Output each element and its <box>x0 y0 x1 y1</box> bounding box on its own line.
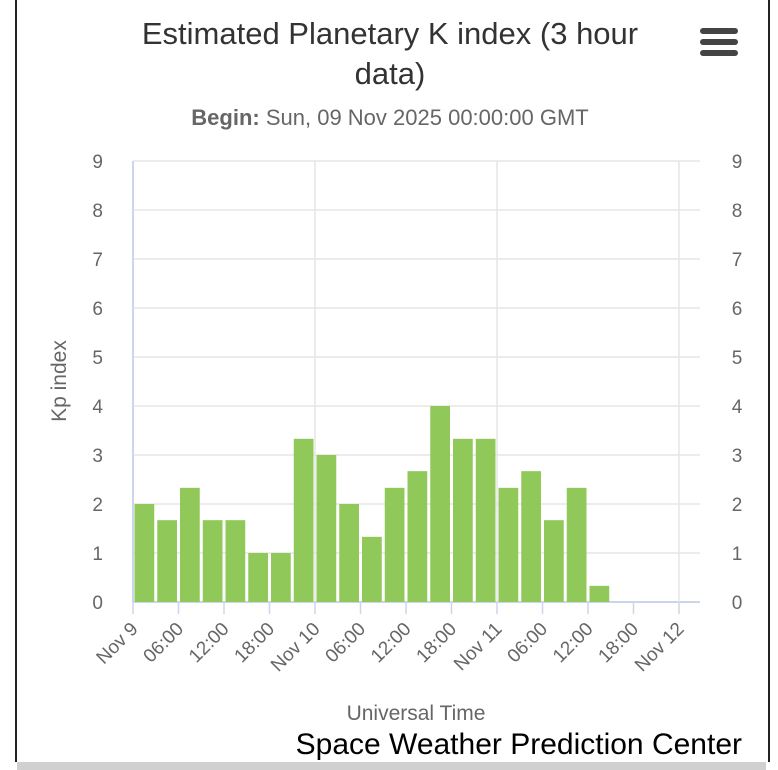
x-tick-label: 12:00 <box>367 619 415 667</box>
y-tick-label-right: 2 <box>732 495 743 516</box>
bar <box>271 553 291 602</box>
x-tick-label: Nov 9 <box>93 619 143 669</box>
y-tick-label-right: 0 <box>732 593 743 614</box>
y-tick-label-right: 7 <box>732 250 743 271</box>
x-tick-label: 12:00 <box>549 619 597 667</box>
y-tick-label-left: 6 <box>92 299 103 320</box>
bar <box>589 585 610 602</box>
y-tick-label-left: 7 <box>92 250 103 271</box>
hamburger-menu-icon[interactable] <box>700 28 738 58</box>
bottom-scrollbar[interactable] <box>17 762 766 770</box>
y-tick-label-left: 8 <box>92 201 103 222</box>
y-tick-label-left: 9 <box>92 152 103 173</box>
bar <box>566 487 587 602</box>
x-tick-label: Nov 10 <box>267 619 324 676</box>
title-line-1: Estimated Planetary K index (3 hour <box>141 16 639 51</box>
y-axis-title: Kp index <box>48 340 71 422</box>
title-line-2: data) <box>354 56 426 91</box>
y-tick-label-right: 1 <box>732 544 743 565</box>
bar <box>248 553 268 602</box>
bar <box>316 455 337 602</box>
bar <box>202 520 223 602</box>
bar <box>180 487 200 602</box>
y-tick-label-left: 2 <box>92 495 103 516</box>
subtitle-value: Sun, 09 Nov 2025 00:00:00 GMT <box>265 105 589 130</box>
x-tick-label: Nov 11 <box>450 619 506 675</box>
x-tick-label: 06:00 <box>322 619 370 667</box>
y-tick-label-right: 5 <box>732 348 743 369</box>
bar <box>225 520 246 602</box>
bar <box>521 471 541 602</box>
x-tick-label: 06:00 <box>504 619 552 667</box>
bar <box>430 406 450 602</box>
y-tick-label-left: 1 <box>92 544 103 565</box>
bar <box>544 520 564 602</box>
credit: Space Weather Prediction Center <box>295 728 742 761</box>
x-tick-label: Nov 12 <box>631 619 688 676</box>
bar <box>362 536 382 602</box>
x-tick-label: 06:00 <box>140 619 188 667</box>
y-tick-label-right: 6 <box>732 299 743 320</box>
bar <box>498 487 519 602</box>
x-axis-title: Universal Time <box>347 702 486 725</box>
y-tick-label-left: 0 <box>92 593 103 614</box>
chart-frame <box>15 0 770 762</box>
x-tick-label: 12:00 <box>185 619 233 667</box>
bar <box>407 471 428 602</box>
chart-title: Estimated Planetary K index (3 hour data… <box>100 14 680 94</box>
bar <box>339 504 359 602</box>
y-tick-label-right: 4 <box>732 397 743 418</box>
bar <box>293 438 314 602</box>
bar <box>157 520 177 602</box>
bar <box>384 487 405 602</box>
y-tick-label-right: 9 <box>732 152 743 173</box>
y-tick-label-left: 5 <box>92 348 103 369</box>
y-tick-label-right: 3 <box>732 446 743 467</box>
chart-subtitle: Begin: Sun, 09 Nov 2025 00:00:00 GMT <box>100 105 680 131</box>
bar <box>475 438 496 602</box>
bar <box>134 504 155 602</box>
y-tick-label-left: 3 <box>92 446 103 467</box>
y-tick-label-left: 4 <box>92 397 103 418</box>
subtitle-label: Begin: <box>191 105 260 130</box>
bar <box>453 438 473 602</box>
y-tick-label-right: 8 <box>732 201 743 222</box>
